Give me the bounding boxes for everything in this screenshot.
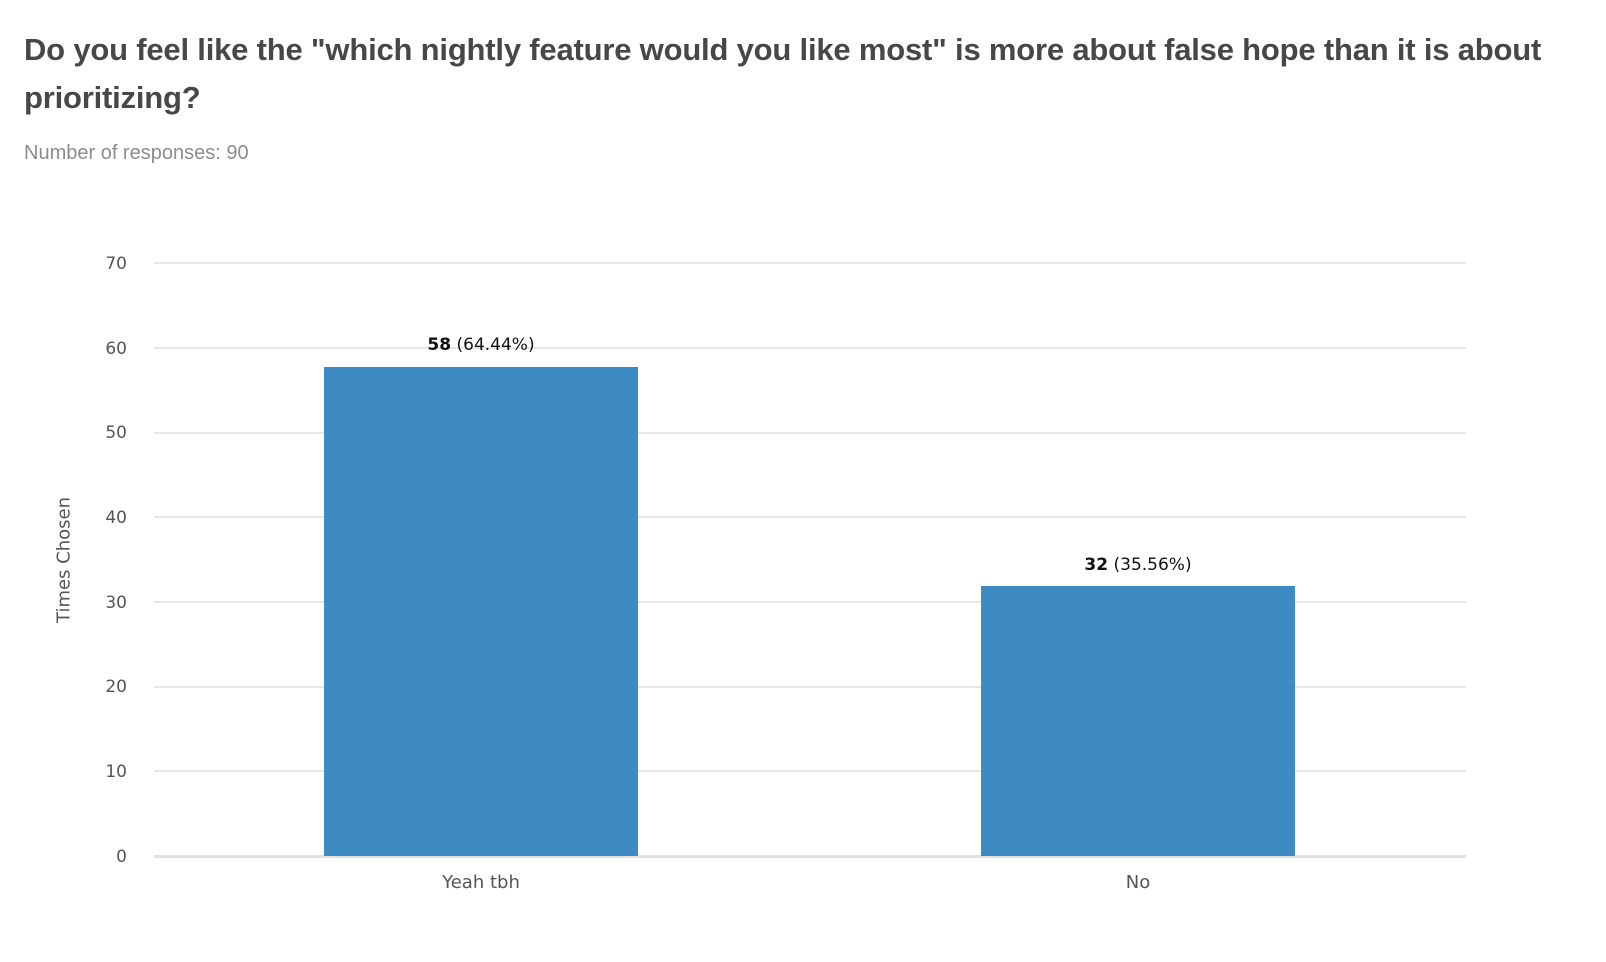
gridline-20 [154, 686, 1466, 688]
gridline-60 [154, 347, 1466, 349]
y-tick-0: 0 [116, 847, 127, 867]
response-count: Number of responses: 90 [24, 142, 249, 164]
gridline-50 [154, 432, 1466, 434]
data-label-no: 32 (35.56%) [1084, 555, 1191, 575]
y-tick-40: 40 [105, 508, 127, 528]
data-label-percent: (64.44%) [456, 335, 535, 355]
x-tick-yeah-tbh: Yeah tbh [442, 872, 520, 893]
bar-no[interactable] [981, 586, 1295, 856]
data-label-count: 32 [1084, 555, 1109, 575]
x-tick-no: No [1125, 872, 1151, 893]
gridline-10 [154, 770, 1466, 772]
gridline-40 [154, 516, 1466, 518]
y-tick-50: 50 [105, 423, 127, 443]
y-tick-60: 60 [105, 339, 127, 359]
gridline-30 [154, 601, 1466, 603]
y-tick-20: 20 [105, 677, 127, 697]
data-label-yeah-tbh: 58 (64.44%) [427, 335, 534, 355]
data-label-percent: (35.56%) [1113, 555, 1192, 575]
bar-yeah-tbh[interactable] [324, 367, 638, 856]
y-axis-label: Times Chosen [53, 497, 75, 623]
chart-title: Do you feel like the "which nightly feat… [24, 32, 1542, 115]
gridline-70 [154, 262, 1466, 264]
y-tick-30: 30 [105, 593, 127, 613]
y-tick-10: 10 [105, 762, 127, 782]
data-label-count: 58 [427, 335, 452, 355]
y-tick-70: 70 [105, 254, 127, 274]
x-axis-baseline [154, 855, 1466, 858]
